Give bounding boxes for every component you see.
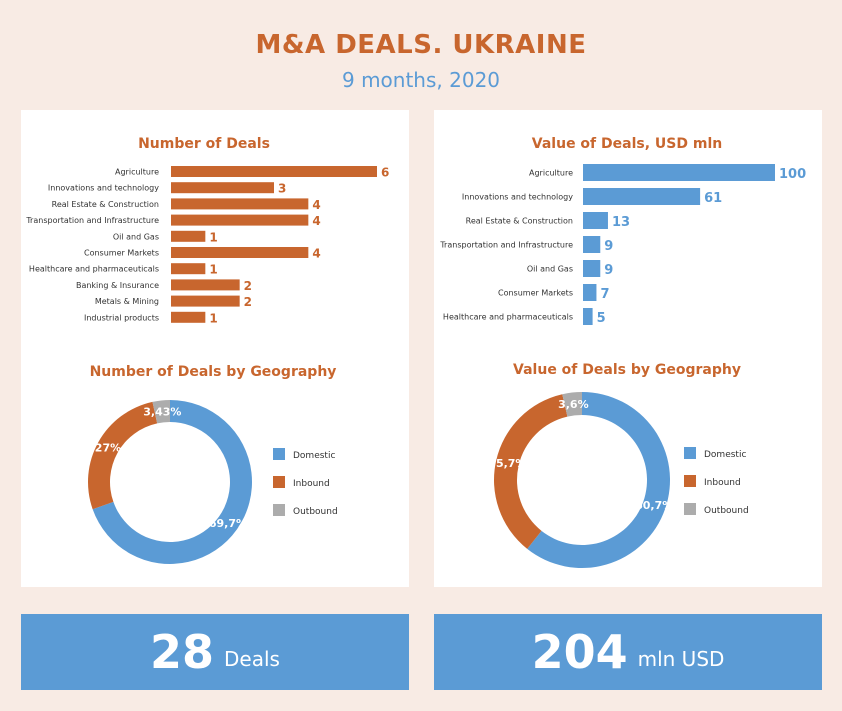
category-label: Agriculture [115, 168, 159, 177]
legend-swatch [273, 448, 285, 460]
donut-slice [562, 392, 582, 417]
legend-label: Domestic [704, 450, 746, 460]
bar [583, 236, 601, 253]
bar-value-label: 100 [779, 167, 806, 182]
total-value-number: 204 [531, 625, 628, 679]
page-subtitle: 9 months, 2020 [341, 68, 501, 92]
bar-chart-title: Number of Deals [138, 136, 270, 152]
right-charts: Value of Deals, USD mln Agriculture 100 Inn… [439, 136, 806, 568]
bar [583, 212, 608, 229]
donut-slice [152, 400, 170, 424]
bar [583, 284, 597, 301]
bar [171, 311, 206, 323]
bar [171, 295, 240, 307]
total-value-banner: 204 mln USD [434, 614, 822, 690]
bar-value-label: 2 [244, 279, 252, 293]
total-deals-unit: Deals [224, 647, 280, 671]
legend-label: Inbound [704, 478, 741, 488]
bar-value-label: 1 [209, 311, 217, 325]
bar-value-label: 9 [604, 263, 613, 278]
category-label: Transportation and Infrastructure [25, 216, 159, 225]
legend-swatch [684, 447, 696, 459]
donut-value-label: 3,43% [143, 405, 181, 418]
bar-value-label: 7 [600, 287, 609, 302]
category-label: Transportation and Infrastructure [439, 241, 573, 250]
left-charts: Number of Deals Agriculture 6 Innovations a… [25, 136, 389, 564]
category-label: Healthcare and pharmaceuticals [29, 265, 159, 274]
donut-chart-title: Number of Deals by Geography [90, 364, 337, 380]
total-value-unit: mln USD [637, 647, 725, 671]
donut-value-label: 35,7% [488, 457, 526, 470]
bar-value-label: 6 [381, 166, 389, 180]
donut-value-label: 60,7% [635, 499, 673, 512]
legend-label: Inbound [293, 479, 330, 489]
category-label: Oil and Gas [527, 265, 573, 274]
bar [583, 308, 593, 325]
right-card: Value of Deals, USD mln Agriculture 100 Inn… [434, 110, 822, 587]
donut-slice [494, 394, 568, 549]
bar-value-label: 2 [244, 295, 252, 309]
bar [171, 230, 206, 242]
bar-value-label: 9 [604, 239, 613, 254]
category-label: Consumer Markets [84, 249, 159, 258]
bar [583, 188, 701, 205]
bar [171, 166, 377, 177]
bar [583, 164, 775, 181]
category-label: Healthcare and pharmaceuticals [443, 313, 573, 322]
category-label: Agriculture [529, 169, 573, 178]
bar-value-label: 3 [278, 182, 286, 196]
category-label: Consumer Markets [498, 289, 573, 298]
category-label: Industrial products [84, 313, 159, 322]
left-card: Number of Deals Agriculture 6 Innovations a… [21, 110, 409, 587]
page-title: M&A DEALS. UKRAINE [255, 30, 587, 60]
bar-value-label: 1 [209, 230, 217, 244]
bar [171, 247, 309, 258]
bar [583, 260, 601, 277]
bar-value-label: 13 [612, 215, 630, 230]
legend-label: Domestic [293, 451, 335, 461]
legend-swatch [273, 504, 285, 516]
bar-value-label: 5 [597, 311, 606, 326]
donut-value-label: 27% [95, 441, 121, 454]
donut-slice [527, 392, 670, 568]
donut-value-label: 3,6% [558, 398, 589, 411]
legend-label: Outbound [704, 506, 749, 516]
legend-swatch [684, 503, 696, 515]
donut-slice [88, 401, 158, 510]
legend-swatch [273, 476, 285, 488]
bar-value-label: 4 [312, 247, 320, 261]
category-label: Oil and Gas [113, 232, 159, 241]
category-label: Innovations and technology [48, 184, 159, 193]
category-label: Metals & Mining [95, 297, 159, 306]
bar-chart-title: Value of Deals, USD mln [532, 136, 722, 152]
total-deals-number: 28 [150, 625, 215, 679]
category-label: Real Estate & Construction [52, 200, 159, 209]
category-label: Real Estate & Construction [466, 217, 573, 226]
bar-value-label: 61 [704, 191, 722, 206]
bar [171, 279, 240, 291]
total-deals-banner: 28 Deals [21, 614, 409, 690]
donut-chart-title: Value of Deals by Geography [513, 362, 741, 378]
legend-label: Outbound [293, 507, 338, 517]
bar [171, 214, 309, 226]
bar-value-label: 1 [209, 263, 217, 277]
category-label: Innovations and technology [462, 193, 573, 202]
donut-value-label: 69,7% [209, 517, 247, 530]
bar [171, 182, 274, 194]
bar-value-label: 4 [312, 198, 320, 212]
bar-value-label: 4 [312, 214, 320, 228]
bar [171, 263, 206, 275]
category-label: Banking & Insurance [76, 281, 159, 290]
bar [171, 198, 309, 210]
legend-swatch [684, 475, 696, 487]
